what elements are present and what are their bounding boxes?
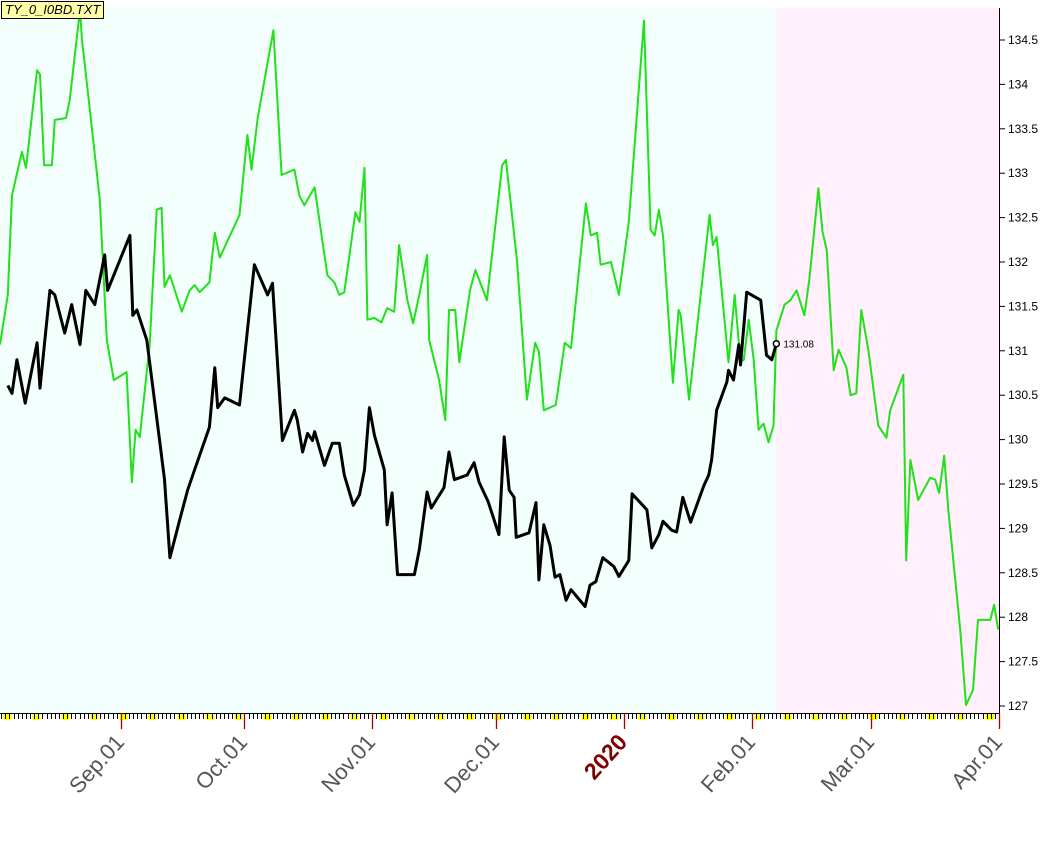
x-tick-label: Dec.01: [439, 730, 504, 799]
x-tick-label: Apr.01: [946, 730, 1007, 794]
y-tick-label: 131: [1008, 344, 1028, 358]
y-tick-label: 133: [1008, 166, 1028, 180]
y-tick-label: 127: [1008, 699, 1028, 713]
forecast-background: [776, 8, 999, 713]
y-tick-label: 132.5: [1008, 211, 1038, 225]
x-tick-label: Nov.01: [316, 730, 380, 797]
x-tick-label: Feb.01: [696, 730, 760, 798]
y-tick-label: 134: [1008, 77, 1028, 91]
y-tick-label: 134.5: [1008, 33, 1038, 47]
x-tick-label: Mar.01: [816, 730, 880, 797]
chart-title: TY_0_I0BD.TXT: [1, 1, 105, 19]
series-line-green: [0, 8, 1000, 707]
x-tick-label: Sep.01: [64, 730, 129, 799]
y-tick-label: 131.5: [1008, 299, 1038, 313]
y-tick-label: 128: [1008, 610, 1028, 624]
x-tick-label: 2020: [579, 729, 633, 784]
y-tick-label: 130.5: [1008, 388, 1038, 402]
history-background: [0, 8, 777, 713]
last-value-marker: [772, 339, 781, 348]
y-tick-label: 130: [1008, 433, 1028, 447]
y-tick-label: 133.5: [1008, 122, 1038, 136]
y-tick-label: 132: [1008, 255, 1028, 269]
series-line-black: [6, 233, 778, 608]
y-tick-label: 128.5: [1008, 566, 1038, 580]
y-tick-label: 127.5: [1008, 655, 1038, 669]
y-tick-label: 129.5: [1008, 477, 1038, 491]
y-tick-label: 129: [1008, 521, 1028, 535]
x-tick-label: Oct.01: [190, 730, 252, 795]
last-value-label: 131.08: [783, 340, 814, 351]
